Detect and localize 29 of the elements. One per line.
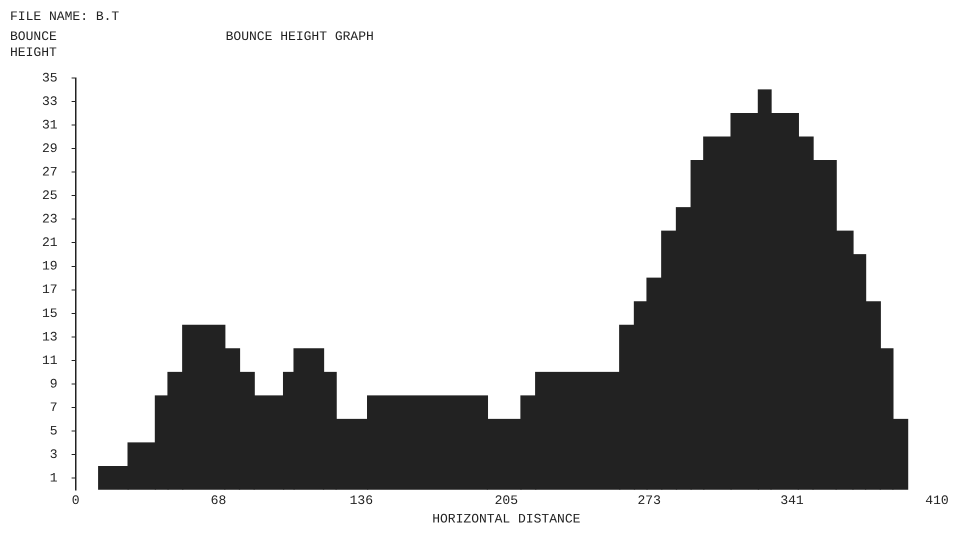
y-tick-label: 1 (50, 470, 58, 486)
y-tick-label: 15 (42, 306, 58, 321)
y-tick-label: 3 (50, 446, 58, 462)
y-tick-label: 25 (42, 188, 58, 204)
y-tick-label: 7 (50, 400, 58, 415)
x-axis-title: HORIZONTAL DISTANCE (432, 512, 581, 527)
y-tick-label: 27 (42, 164, 58, 180)
x-tick-label: 341 (780, 493, 804, 508)
y-tick-label: 21 (42, 235, 58, 250)
y-tick-label: 31 (42, 118, 58, 132)
y-tick-label: 17 (42, 282, 58, 298)
y-tick-label: 19 (42, 258, 58, 274)
x-tick-label: 205 (494, 493, 518, 508)
y-tick-label: 13 (42, 329, 58, 344)
y-tick-label: 33 (42, 94, 58, 109)
x-tick-label: 273 (637, 493, 661, 508)
y-tick-label: 23 (42, 212, 58, 227)
x-tick-label: 68 (210, 493, 226, 508)
y-tick-label: 9 (50, 376, 58, 392)
y-tick-label: 5 (50, 423, 58, 438)
y-axis-title: BOUNCE HEIGHT (10, 28, 58, 60)
text: FILE NAME: B.T (10, 8, 120, 24)
chart-title: BOUNCE HEIGHT GRAPH (226, 28, 374, 44)
x-tick-label: 410 (925, 493, 949, 508)
y-tick-label: 29 (42, 141, 58, 156)
x-tick-label: 0 (72, 493, 80, 508)
y-tick-label: 11 (42, 352, 58, 368)
x-tick-label: 136 (350, 493, 374, 508)
y-tick-label: 35 (42, 70, 58, 86)
